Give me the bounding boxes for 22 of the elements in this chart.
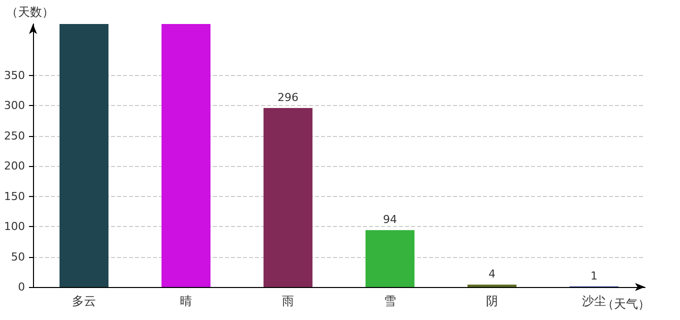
bar [162, 24, 210, 287]
bar [366, 230, 414, 287]
x-tick-label: 多云 [72, 294, 96, 308]
y-tick-label: 250 [4, 129, 25, 142]
y-tick-label: 200 [4, 160, 25, 173]
y-tick-label: 100 [4, 220, 25, 234]
data-label: 94 [383, 213, 397, 226]
y-tick-label: 50 [11, 250, 25, 264]
x-tick-label: 雪 [384, 294, 396, 308]
bar [264, 108, 312, 287]
y-tick-label: 300 [4, 99, 25, 112]
x-tick-label: 晴 [180, 294, 192, 308]
bar [60, 24, 108, 287]
data-label: 296 [278, 91, 298, 104]
y-axis-title: （天数） [6, 5, 54, 19]
data-label: 1 [590, 269, 598, 282]
x-tick-label: 雨 [282, 294, 294, 308]
y-tick-label: 350 [4, 68, 25, 82]
y-tick-label: 150 [4, 190, 25, 203]
x-tick-label: 阴 [486, 294, 498, 308]
y-tick-label: 0 [18, 280, 25, 294]
data-label: 4 [488, 268, 496, 281]
